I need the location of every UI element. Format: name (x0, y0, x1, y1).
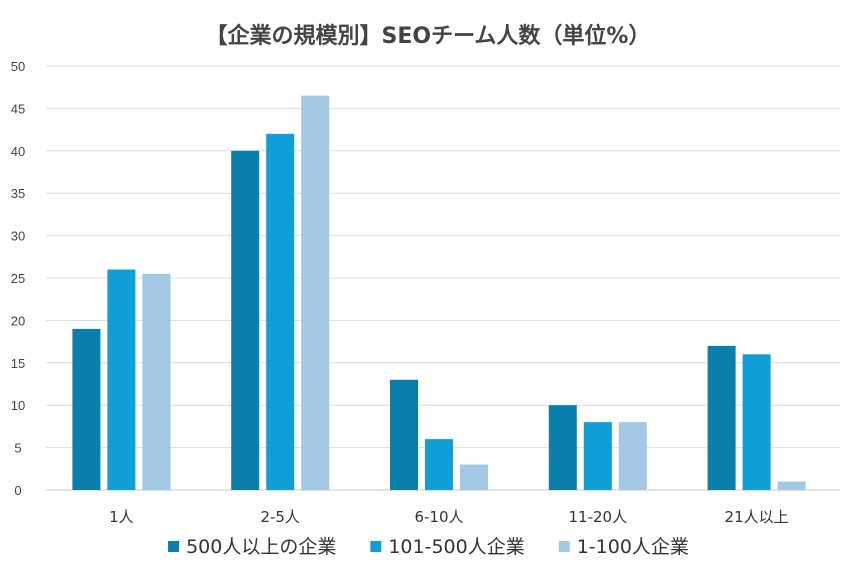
x-axis-categories: 1人 2-5人 6-10人 11-20人 21人以上 (109, 508, 789, 526)
legend-marker (558, 541, 570, 552)
bar (460, 464, 488, 490)
x-category-label: 11-20人 (569, 508, 628, 526)
legend-marker (370, 541, 382, 552)
bar (301, 95, 330, 491)
y-tick-label: 5 (14, 441, 21, 456)
y-tick-label: 35 (11, 186, 25, 201)
legend-label: 101-500人企業 (388, 536, 524, 558)
y-axis-ticks: 0 5 10 15 20 25 30 35 40 45 50 (11, 59, 25, 498)
y-tick-label: 45 (11, 101, 25, 116)
x-category-label: 6-10人 (414, 508, 463, 526)
y-tick-label: 20 (11, 313, 25, 328)
grid-layer (46, 65, 840, 491)
bar (425, 439, 453, 490)
legend: 500人以上の企業 101-500人企業 1-100人企業 (168, 536, 689, 558)
bar (72, 328, 101, 490)
y-tick-label: 50 (11, 59, 25, 74)
bars (72, 95, 806, 491)
bar (548, 405, 577, 490)
x-category-label: 1人 (109, 508, 134, 526)
y-tick-label: 10 (11, 398, 25, 413)
bar (618, 422, 647, 490)
y-tick-label: 40 (11, 144, 25, 159)
bar (142, 273, 171, 490)
bar (266, 133, 295, 490)
y-tick-label: 25 (11, 271, 25, 286)
legend-label: 500人以上の企業 (186, 536, 336, 558)
bar (707, 345, 736, 490)
legend-item: 101-500人企業 (370, 536, 525, 558)
bar (583, 422, 612, 490)
bar (107, 269, 136, 490)
chart-title: 【企業の規模別】SEOチーム人数（単位%） (206, 23, 651, 49)
bar (777, 481, 806, 490)
y-tick-label: 0 (14, 483, 21, 498)
bar (231, 150, 260, 491)
x-category-label: 2-5人 (260, 508, 300, 526)
legend-marker (168, 541, 180, 552)
legend-label: 1-100人企業 (577, 536, 689, 558)
legend-item: 500人以上の企業 (168, 536, 336, 558)
bar (390, 379, 418, 490)
x-category-label: 21人以上 (725, 508, 789, 526)
y-tick-label: 30 (11, 229, 25, 244)
y-tick-label: 15 (11, 356, 25, 371)
bar (742, 354, 771, 490)
legend-item: 1-100人企業 (558, 536, 689, 558)
